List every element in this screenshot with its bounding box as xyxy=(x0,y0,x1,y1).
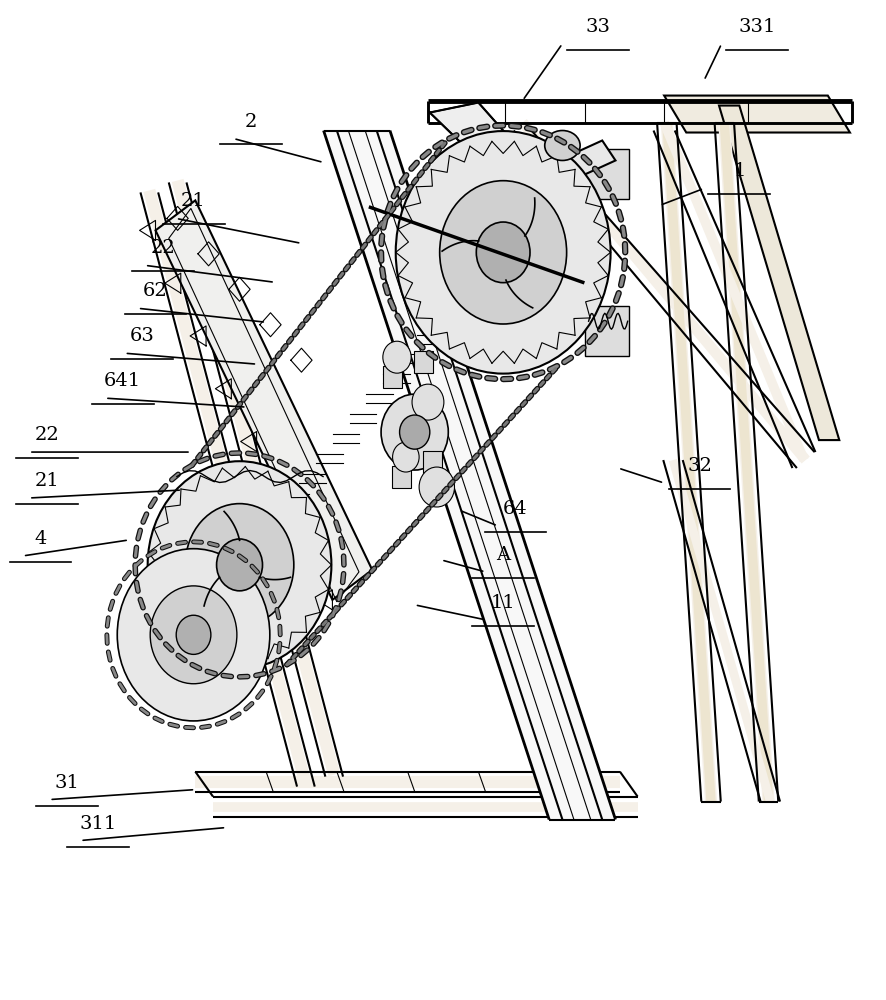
Bar xyxy=(585,306,629,356)
Circle shape xyxy=(419,467,455,507)
Text: 4: 4 xyxy=(35,530,47,548)
Circle shape xyxy=(400,415,430,449)
Circle shape xyxy=(117,549,270,721)
Polygon shape xyxy=(430,103,505,142)
Polygon shape xyxy=(156,200,372,600)
Circle shape xyxy=(381,394,448,470)
Text: 11: 11 xyxy=(491,594,516,612)
Text: 31: 31 xyxy=(55,774,80,792)
Text: 21: 21 xyxy=(181,192,206,210)
Text: 2: 2 xyxy=(245,113,257,131)
Text: 1: 1 xyxy=(733,162,745,180)
Text: 33: 33 xyxy=(586,18,610,36)
Polygon shape xyxy=(664,96,850,133)
Text: A: A xyxy=(496,546,510,564)
Text: 641: 641 xyxy=(105,372,142,390)
Ellipse shape xyxy=(545,131,580,160)
Text: 22: 22 xyxy=(151,239,175,257)
Circle shape xyxy=(392,442,419,472)
Circle shape xyxy=(151,586,237,684)
Circle shape xyxy=(148,461,331,669)
Text: 311: 311 xyxy=(80,815,117,833)
Text: 32: 32 xyxy=(688,457,712,475)
Polygon shape xyxy=(719,106,839,440)
Text: 21: 21 xyxy=(35,472,59,490)
Circle shape xyxy=(176,615,211,654)
Circle shape xyxy=(216,539,262,591)
Text: 331: 331 xyxy=(738,18,776,36)
FancyBboxPatch shape xyxy=(423,451,442,473)
Circle shape xyxy=(439,181,567,324)
Circle shape xyxy=(396,131,610,374)
FancyBboxPatch shape xyxy=(414,351,433,373)
Bar xyxy=(585,149,629,199)
Polygon shape xyxy=(323,131,616,820)
Text: 64: 64 xyxy=(503,500,528,518)
Circle shape xyxy=(412,384,444,420)
Polygon shape xyxy=(548,140,616,185)
Circle shape xyxy=(477,222,530,283)
Text: 22: 22 xyxy=(35,426,59,444)
Text: 62: 62 xyxy=(144,282,167,300)
Circle shape xyxy=(383,341,411,373)
FancyBboxPatch shape xyxy=(383,366,402,388)
FancyBboxPatch shape xyxy=(392,466,411,488)
Text: 63: 63 xyxy=(129,327,155,345)
Circle shape xyxy=(185,504,294,626)
